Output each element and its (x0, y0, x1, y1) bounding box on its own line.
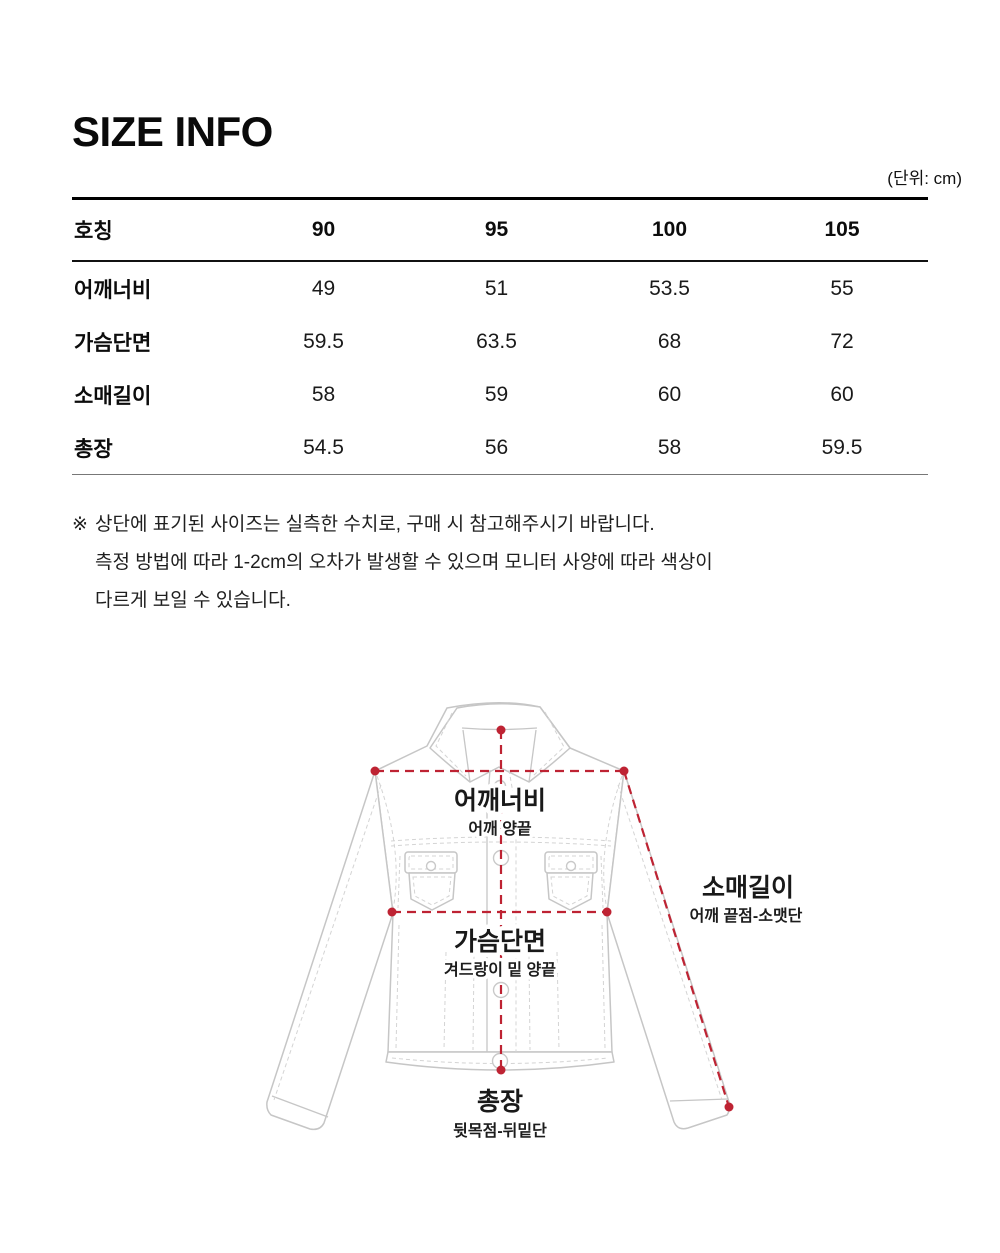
size-value-cell: 59.5 (303, 329, 344, 353)
sleeve-label: 소매길이 (702, 874, 794, 902)
page-title: SIZE INFO (72, 108, 273, 155)
size-value-cell: 60 (657, 382, 682, 406)
right-sleeve (606, 770, 731, 1130)
notice-line: 다르게 보일 수 있습니다. (95, 590, 291, 611)
size-table-section: 호칭 90 95 100 105 어깨너비 49 51 53.5 55 가슴단면… (72, 197, 928, 475)
size-value-cell: 51 (484, 276, 509, 300)
table-row-chest: 가슴단면 59.5 63.5 68 72 (72, 315, 928, 368)
right-pocket-stitch (550, 876, 590, 906)
table-row-shoulder: 어깨너비 49 51 53.5 55 (72, 261, 928, 315)
left-pocket-body (408, 872, 456, 911)
body-stitch (528, 955, 531, 1051)
right-sleeve-stitch (617, 784, 723, 1101)
shoulder-sublabel: 어깨 양끝 (468, 820, 532, 838)
length-label: 총장 (477, 1088, 523, 1116)
notice-line: 측정 방법에 따라 1-2cm의 오차가 발생할 수 있으며 모니터 사양에 따… (95, 552, 713, 573)
body-stitch (443, 951, 447, 1051)
unit-label: (단위: cm) (887, 169, 962, 188)
body-stitch (397, 855, 401, 909)
row-label: 가슴단면 (74, 331, 152, 355)
table-row-sleeve: 소매길이 58 59 60 60 (72, 368, 928, 421)
right-cuff-line (669, 1098, 729, 1102)
row-label: 총장 (74, 437, 113, 461)
measurement-labels: 어깨너비 어깨 양끝 가슴단면 겨드랑이 밑 양끝 소매길이 어깨 끝점-소맷단… (441, 783, 807, 1144)
size-value-cell: 59 (484, 382, 509, 406)
sleeve-sublabel: 어깨 끝점-소맷단 (690, 906, 803, 925)
right-pocket-body (546, 872, 594, 911)
column-header-name: 호칭 (72, 198, 237, 262)
size-value-cell: 49 (311, 276, 336, 300)
right-pocket-button (565, 860, 577, 872)
body-stitch (556, 951, 560, 1051)
notice-line: 상단에 표기된 사이즈는 실측한 수치로, 구매 시 참고해주시기 바랍니다. (95, 514, 655, 535)
jacket-outline (266, 702, 731, 1131)
collar (429, 703, 571, 783)
table-row-length: 총장 54.5 56 58 59.5 (72, 421, 928, 475)
collar-stitch (435, 712, 467, 777)
size-value-cell: 72 (830, 329, 854, 353)
column-header-95: 95 (410, 198, 583, 262)
right-pocket-flap-stitch (548, 855, 594, 870)
row-label: 어깨너비 (74, 278, 152, 302)
size-value-cell: 60 (830, 382, 854, 406)
left-pocket-stitch (412, 876, 452, 906)
jacket-measurement-diagram: 어깨너비 어깨 양끝 가슴단면 겨드랑이 밑 양끝 소매길이 어깨 끝점-소맷단… (266, 702, 807, 1144)
measure-point (387, 907, 397, 917)
collar-stitch (532, 711, 565, 777)
body-stitch (600, 855, 604, 909)
right-pocket (544, 851, 598, 911)
column-header-90: 90 (237, 198, 410, 262)
size-value-cell: 58 (311, 382, 336, 406)
sleeve-measure-line (622, 770, 731, 1108)
measure-point (724, 1102, 734, 1112)
size-value-cell: 56 (484, 435, 509, 459)
left-cuff-line (271, 1095, 329, 1118)
measure-point (496, 1065, 506, 1075)
left-armhole-stitch (376, 775, 397, 911)
size-value-cell: 63.5 (476, 329, 517, 353)
size-table: 호칭 90 95 100 105 어깨너비 49 51 53.5 55 가슴단면… (72, 197, 928, 475)
size-table-header-row: 호칭 90 95 100 105 (72, 198, 928, 262)
length-sublabel: 뒷목점-뒤밑단 (453, 1121, 547, 1140)
left-sleeve (266, 770, 394, 1131)
row-label: 소매길이 (74, 384, 152, 408)
column-header-100: 100 (583, 198, 756, 262)
size-value-cell: 68 (657, 329, 682, 353)
left-pocket-button (425, 860, 437, 872)
collar-left-crease (462, 729, 471, 783)
measure-point (619, 766, 629, 776)
column-header-105: 105 (756, 198, 928, 262)
size-value-cell: 59.5 (821, 435, 863, 459)
chest-sublabel: 겨드랑이 밑 양끝 (444, 960, 556, 979)
measure-point (602, 907, 612, 917)
right-armhole-stitch (603, 775, 623, 911)
notice-marker: ※ (72, 514, 88, 535)
shoulder-label: 어깨너비 (454, 787, 546, 815)
size-value-cell: 55 (830, 276, 854, 300)
measurement-lines (370, 725, 734, 1112)
chest-label: 가슴단면 (454, 928, 546, 956)
size-value-cell: 53.5 (649, 276, 690, 300)
left-pocket-flap-stitch (408, 855, 454, 870)
size-value-cell: 54.5 (303, 435, 344, 459)
measure-point (370, 766, 380, 776)
body-stitch (472, 955, 475, 1051)
collar-right-crease (528, 729, 537, 783)
left-pocket (404, 851, 458, 911)
size-notice: ※ 상단에 표기된 사이즈는 실측한 수치로, 구매 시 참고해주시기 바랍니다… (72, 506, 955, 620)
measure-point (496, 725, 506, 735)
placket-left-line (486, 769, 491, 1052)
size-value-cell: 58 (657, 435, 682, 459)
